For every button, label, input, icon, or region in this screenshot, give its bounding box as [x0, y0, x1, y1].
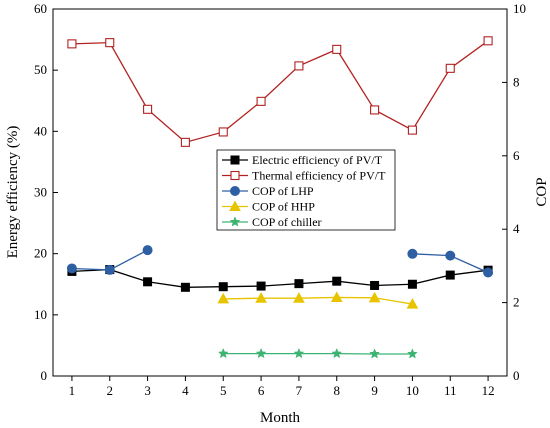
- series-0: [67, 265, 493, 292]
- legend-marker: [230, 155, 240, 165]
- series-line: [71, 40, 489, 144]
- y-axis-title-right: COP: [534, 177, 550, 206]
- data-point: [293, 292, 305, 303]
- data-point: [180, 282, 190, 292]
- legend-box: [216, 149, 396, 231]
- data-point: [180, 137, 190, 147]
- data-point: [483, 36, 493, 46]
- data-point: [142, 245, 153, 256]
- y-tick-label-left: 50: [34, 62, 47, 77]
- data-point: [369, 348, 380, 359]
- x-tick-label: 10: [406, 383, 419, 398]
- data-point: [67, 39, 77, 49]
- legend-label: COP of chiller: [252, 215, 322, 229]
- x-axis-title: Month: [260, 410, 301, 426]
- data-point: [293, 347, 305, 359]
- data-point: [407, 125, 417, 135]
- data-point: [217, 347, 229, 359]
- x-tick-label: 1: [69, 383, 76, 398]
- data-point: [332, 276, 342, 286]
- legend-label: Thermal efficiency of PV/T: [252, 169, 386, 183]
- data-point: [407, 279, 417, 289]
- series-line: [71, 268, 489, 288]
- x-tick-label: 6: [258, 383, 265, 398]
- x-tick-label: 7: [296, 383, 303, 398]
- y-tick-label-right: 10: [513, 1, 526, 16]
- x-tick-label: 11: [444, 383, 457, 398]
- data-point: [445, 270, 455, 280]
- legend-marker: [230, 170, 240, 181]
- data-point: [294, 61, 304, 71]
- x-tick-label: 3: [144, 383, 151, 398]
- series-2: [66, 245, 494, 278]
- series-1: [67, 36, 493, 147]
- y-tick-label-right: 2: [513, 295, 520, 310]
- x-tick-label: 5: [220, 383, 227, 398]
- y-axis-title-left: Energy efficiency (%): [5, 126, 21, 259]
- legend-marker: [229, 200, 241, 211]
- data-point: [104, 264, 115, 275]
- legend-label: COP of LHP: [252, 184, 314, 198]
- data-point: [256, 96, 266, 106]
- x-tick-label: 4: [182, 383, 189, 398]
- data-point: [483, 267, 494, 278]
- x-axis: 1 2 3 4 5 6 7 8 9 10 11 12: [69, 376, 495, 398]
- x-tick-label: 2: [107, 383, 114, 398]
- right-axis: 0 2 4 6 8 10: [502, 1, 526, 383]
- y-tick-label-left: 20: [34, 246, 47, 261]
- legend-marker: [229, 216, 241, 227]
- y-tick-label-right: 0: [513, 368, 520, 383]
- series-4: [217, 347, 418, 359]
- series-layer: [66, 36, 494, 359]
- data-point: [255, 347, 267, 359]
- y-tick-label-right: 4: [513, 221, 520, 236]
- data-point: [370, 280, 380, 290]
- data-point: [143, 104, 153, 114]
- x-tick-label: 12: [482, 383, 495, 398]
- series-line: [223, 296, 413, 305]
- data-point: [294, 279, 304, 289]
- data-point: [330, 291, 343, 302]
- y-tick-label-right: 8: [513, 74, 520, 89]
- series-3: [217, 291, 419, 309]
- data-point: [217, 292, 230, 304]
- data-point: [370, 105, 380, 115]
- data-point: [218, 127, 228, 137]
- y-tick-label-left: 30: [34, 185, 47, 200]
- legend-label: Electric efficiency of PV/T: [252, 153, 383, 167]
- data-point: [143, 277, 153, 287]
- y-tick-label-left: 60: [34, 1, 47, 16]
- x-tick-label: 8: [334, 383, 341, 398]
- data-point: [407, 348, 418, 359]
- left-axis: 0 10 20 30 40 50 60: [34, 1, 58, 383]
- data-point: [332, 44, 342, 54]
- y-tick-label-left: 40: [34, 123, 47, 138]
- data-point: [331, 347, 343, 359]
- x-tick-label: 9: [371, 383, 378, 398]
- data-point: [218, 282, 228, 292]
- legend-label: COP of HHP: [252, 200, 315, 214]
- y-tick-label-right: 6: [513, 148, 520, 163]
- data-point: [256, 281, 266, 291]
- legend: Electric efficiency of PV/T Thermal effic…: [216, 149, 396, 231]
- legend-marker: [230, 186, 240, 196]
- y-tick-label-left: 10: [34, 307, 47, 322]
- data-point: [255, 292, 267, 303]
- data-point: [445, 63, 455, 73]
- data-point: [407, 248, 418, 259]
- data-point: [406, 298, 419, 309]
- data-point: [66, 263, 77, 274]
- data-point: [445, 250, 456, 261]
- data-point: [105, 38, 115, 48]
- y-tick-label-left: 0: [41, 368, 48, 383]
- data-point: [368, 291, 381, 303]
